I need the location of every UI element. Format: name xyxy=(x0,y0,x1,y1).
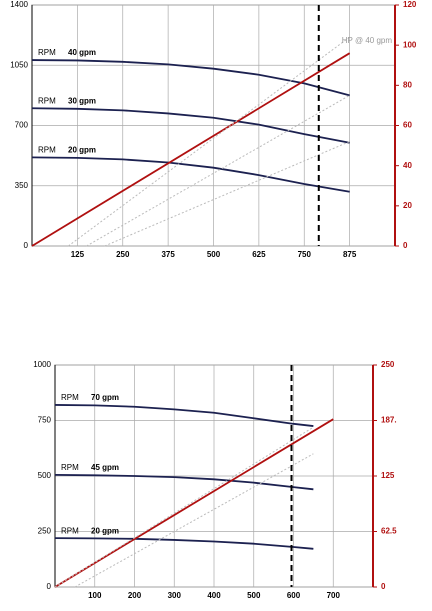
series-line xyxy=(86,94,350,247)
x-tick-label: 750 xyxy=(298,250,312,259)
series-name: RPM xyxy=(38,96,56,105)
series-label: 40 gpm xyxy=(68,48,96,57)
y-tick-label: 0 xyxy=(47,582,52,591)
x-tick-label: 125 xyxy=(71,250,85,259)
series-name: RPM xyxy=(61,393,79,402)
series-name: RPM xyxy=(61,526,79,535)
x-tick-label: 625 xyxy=(252,250,266,259)
series-line xyxy=(31,156,350,193)
y2-tick-label: 62.5 xyxy=(381,527,397,536)
y2-tick-label: 0 xyxy=(403,241,408,250)
series-line xyxy=(54,404,314,427)
y-tick-label: 500 xyxy=(38,471,52,480)
series-line xyxy=(54,426,314,588)
series-label: 70 gpm xyxy=(91,393,119,402)
x-tick-label: 100 xyxy=(88,591,102,600)
x-tick-label: 700 xyxy=(327,591,341,600)
x-tick-label: 875 xyxy=(343,250,357,259)
y2-tick-label: 80 xyxy=(403,80,412,89)
series-line xyxy=(54,418,334,588)
series-name: RPM xyxy=(38,48,56,57)
series-line xyxy=(74,453,314,588)
y2-tick-label: 0 xyxy=(381,582,386,591)
series-name: RPM xyxy=(38,145,56,154)
y2-tick-label: 20 xyxy=(403,201,412,210)
y-tick-label: 250 xyxy=(38,527,52,536)
y-tick-label: 350 xyxy=(15,181,29,190)
series-line xyxy=(31,52,351,247)
x-tick-label: 250 xyxy=(116,250,130,259)
y2-tick-label: 120 xyxy=(403,0,417,9)
y-tick-label: 1050 xyxy=(10,60,28,69)
y-tick-label: 700 xyxy=(15,121,29,130)
x-tick-label: 200 xyxy=(128,591,142,600)
y2-tick-label: 40 xyxy=(403,161,412,170)
series-line xyxy=(104,141,350,247)
y2-tick-label: 187. xyxy=(381,416,397,425)
x-tick-label: 400 xyxy=(207,591,221,600)
y2-tick-label: 125 xyxy=(381,471,395,480)
x-tick-label: 300 xyxy=(168,591,182,600)
series-line xyxy=(54,473,314,491)
series-line xyxy=(31,107,350,144)
series-label: 20 gpm xyxy=(91,526,119,535)
y-tick-label: 1000 xyxy=(33,360,51,369)
x-tick-label: 500 xyxy=(247,591,261,600)
y2-tick-label: 250 xyxy=(381,360,395,369)
y-tick-label: 0 xyxy=(24,241,29,250)
series-label: 30 gpm xyxy=(68,96,96,105)
series-label: 45 gpm xyxy=(91,463,119,472)
x-tick-label: 375 xyxy=(161,250,175,259)
annotation: HP @ 40 gpm xyxy=(342,36,393,45)
x-tick-label: 600 xyxy=(287,591,301,600)
x-tick-label: 500 xyxy=(207,250,221,259)
series-line xyxy=(31,59,350,97)
y-tick-label: 750 xyxy=(38,416,52,425)
series-label: 20 gpm xyxy=(68,145,96,154)
series-name: RPM xyxy=(61,463,79,472)
series-line xyxy=(54,537,314,550)
y2-tick-label: 100 xyxy=(403,40,417,49)
y-tick-label: 1400 xyxy=(10,0,28,9)
y2-tick-label: 60 xyxy=(403,121,412,130)
